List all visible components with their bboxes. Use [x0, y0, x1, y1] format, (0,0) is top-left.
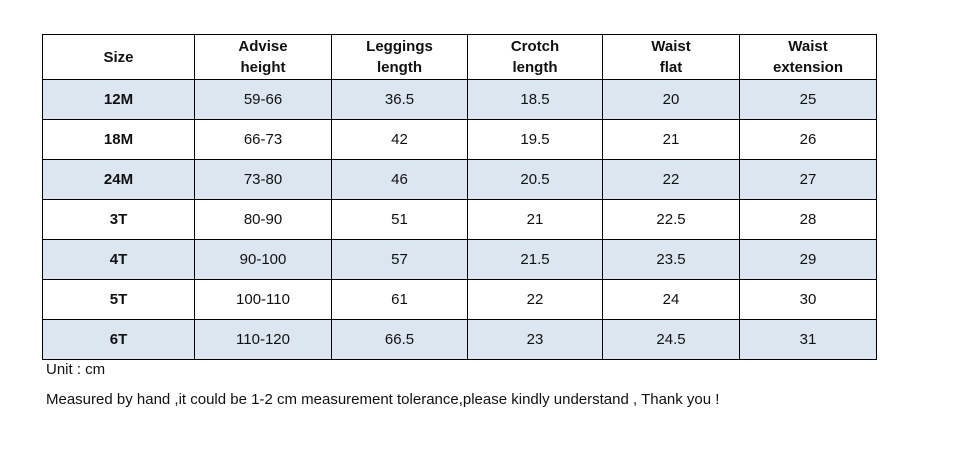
- leggings-length-cell: 57: [331, 239, 468, 280]
- advise-height-cell: 59-66: [194, 79, 332, 120]
- size-cell: 24M: [42, 159, 195, 200]
- measurement-note: Measured by hand ,it could be 1-2 cm mea…: [46, 391, 720, 408]
- table-row-18m: 18M 66-73 42 19.5 21 26: [42, 119, 877, 160]
- waist-extension-cell: 28: [739, 199, 877, 240]
- leggings-length-cell: 61: [331, 279, 468, 320]
- waist-extension-cell: 30: [739, 279, 877, 320]
- header-size: Size: [42, 34, 195, 80]
- waist-flat-cell: 24: [602, 279, 740, 320]
- waist-flat-cell: 21: [602, 119, 740, 160]
- table-row-24m: 24M 73-80 46 20.5 22 27: [42, 159, 877, 200]
- header-waist-flat: Waist flat: [602, 34, 740, 80]
- size-cell: 18M: [42, 119, 195, 160]
- crotch-length-cell: 23: [467, 319, 603, 360]
- waist-extension-cell: 27: [739, 159, 877, 200]
- waist-flat-cell: 24.5: [602, 319, 740, 360]
- header-advise-height: Advise height: [194, 34, 332, 80]
- header-row: Size Advise height Leggings length Crotc…: [42, 34, 877, 80]
- leggings-length-cell: 42: [331, 119, 468, 160]
- table-row-6t: 6T 110-120 66.5 23 24.5 31: [42, 319, 877, 360]
- crotch-length-cell: 18.5: [467, 79, 603, 120]
- waist-extension-cell: 31: [739, 319, 877, 360]
- advise-height-cell: 100-110: [194, 279, 332, 320]
- advise-height-cell: 110-120: [194, 319, 332, 360]
- crotch-length-cell: 20.5: [467, 159, 603, 200]
- size-chart-table: Size Advise height Leggings length Crotc…: [42, 34, 877, 360]
- waist-flat-cell: 20: [602, 79, 740, 120]
- waist-flat-cell: 22.5: [602, 199, 740, 240]
- advise-height-cell: 73-80: [194, 159, 332, 200]
- waist-extension-cell: 25: [739, 79, 877, 120]
- leggings-length-cell: 66.5: [331, 319, 468, 360]
- leggings-length-cell: 46: [331, 159, 468, 200]
- size-cell: 3T: [42, 199, 195, 240]
- advise-height-cell: 80-90: [194, 199, 332, 240]
- size-cell: 4T: [42, 239, 195, 280]
- advise-height-cell: 66-73: [194, 119, 332, 160]
- crotch-length-cell: 21: [467, 199, 603, 240]
- unit-note: Unit : cm: [46, 361, 106, 378]
- size-cell: 5T: [42, 279, 195, 320]
- waist-extension-cell: 26: [739, 119, 877, 160]
- crotch-length-cell: 22: [467, 279, 603, 320]
- header-crotch-length: Crotch length: [467, 34, 603, 80]
- waist-flat-cell: 23.5: [602, 239, 740, 280]
- table-row-12m: 12M 59-66 36.5 18.5 20 25: [42, 79, 877, 120]
- crotch-length-cell: 21.5: [467, 239, 603, 280]
- advise-height-cell: 90-100: [194, 239, 332, 280]
- header-leggings-length: Leggings length: [331, 34, 468, 80]
- leggings-length-cell: 36.5: [331, 79, 468, 120]
- leggings-length-cell: 51: [331, 199, 468, 240]
- table-row-4t: 4T 90-100 57 21.5 23.5 29: [42, 239, 877, 280]
- size-cell: 6T: [42, 319, 195, 360]
- size-cell: 12M: [42, 79, 195, 120]
- table-row-5t: 5T 100-110 61 22 24 30: [42, 279, 877, 320]
- crotch-length-cell: 19.5: [467, 119, 603, 160]
- table-row-3t: 3T 80-90 51 21 22.5 28: [42, 199, 877, 240]
- waist-extension-cell: 29: [739, 239, 877, 280]
- header-waist-extension: Waist extension: [739, 34, 877, 80]
- waist-flat-cell: 22: [602, 159, 740, 200]
